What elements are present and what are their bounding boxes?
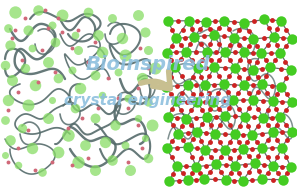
Text: crystal engineering: crystal engineering: [64, 92, 232, 108]
Text: Bioinspired: Bioinspired: [86, 56, 210, 74]
FancyArrowPatch shape: [141, 71, 170, 89]
